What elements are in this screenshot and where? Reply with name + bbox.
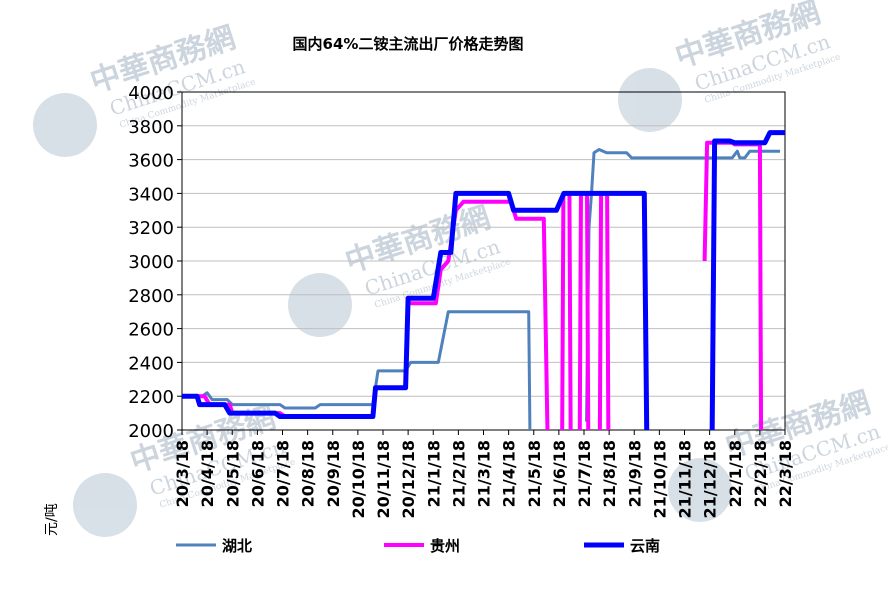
y-tick-label: 2600	[128, 320, 174, 341]
x-axis: 20/3/18 20/4/18 20/5/18 20/6/18 20/7/18 20/8/…	[173, 430, 795, 518]
x-tick-label: 21/1/18	[424, 440, 443, 507]
series-spike	[577, 191, 591, 430]
legend: 湖北 贵州 云南	[176, 537, 660, 555]
x-tick-label: 20/3/18	[173, 440, 192, 507]
x-tick-label: 20/12/18	[399, 440, 418, 518]
y-tick-label: 3200	[128, 218, 174, 239]
watermark-globe	[73, 473, 137, 537]
y-tick-label: 2800	[128, 286, 174, 307]
watermark-globe	[668, 458, 732, 522]
x-tick-label: 22/2/18	[751, 440, 770, 507]
x-tick-label: 20/5/18	[223, 440, 242, 507]
series-line	[709, 130, 785, 430]
x-tick-label: 22/3/18	[776, 440, 795, 507]
legend-label: 湖北	[222, 537, 252, 555]
y-tick-label: 3000	[128, 252, 174, 273]
series-云南	[182, 130, 785, 430]
x-tick-label: 21/8/18	[600, 440, 619, 507]
x-tick-label: 20/11/18	[374, 440, 393, 518]
y-tick-label: 3600	[128, 151, 174, 172]
x-tick-label: 21/9/18	[625, 440, 644, 507]
chart-title: 国内64%二铵主流出厂价格走势图	[293, 35, 524, 53]
y-tick-label: 2200	[128, 387, 174, 408]
x-tick-label: 20/10/18	[349, 440, 368, 518]
x-tick-label: 20/7/18	[274, 440, 293, 507]
x-tick-label: 21/7/18	[575, 440, 594, 507]
x-tick-label: 21/11/18	[676, 440, 695, 518]
x-tick-label: 22/1/18	[726, 440, 745, 507]
x-tick-label: 21/3/18	[475, 440, 494, 507]
series-贵州	[182, 140, 764, 430]
series-line	[585, 148, 780, 422]
y-axis-label: 元/吨	[44, 503, 60, 536]
series-line	[182, 190, 650, 430]
legend-label: 贵州	[430, 537, 460, 555]
series-spike	[597, 191, 611, 430]
y-axis: 2000 2200 2400 2600 2800 3000 3200 3400 3600 3800…	[128, 83, 182, 442]
series-spike	[560, 191, 573, 430]
watermark-globe	[618, 68, 682, 132]
watermark-globe	[33, 93, 97, 157]
watermark-globe	[288, 273, 352, 337]
series-layer	[182, 130, 785, 430]
x-tick-label: 21/5/18	[525, 440, 544, 507]
y-tick-label: 2000	[128, 421, 174, 442]
x-tick-label: 21/12/18	[701, 440, 720, 518]
x-tick-label: 21/10/18	[650, 440, 669, 518]
x-tick-label: 21/4/18	[500, 440, 519, 507]
x-tick-label: 20/6/18	[248, 440, 267, 507]
legend-label: 云南	[630, 537, 660, 555]
x-tick-label: 20/8/18	[299, 440, 318, 507]
series-湖北	[182, 148, 780, 430]
x-tick-label: 20/4/18	[198, 440, 217, 507]
y-tick-label: 3400	[128, 184, 174, 205]
grid-lines	[182, 125, 785, 397]
y-tick-label: 3800	[128, 117, 174, 138]
x-tick-label: 21/2/18	[449, 440, 468, 507]
y-tick-label: 4000	[128, 83, 174, 104]
x-tick-label: 21/6/18	[550, 440, 569, 507]
x-tick-label: 20/9/18	[324, 440, 343, 507]
series-line	[182, 310, 532, 430]
y-tick-label: 2400	[128, 353, 174, 374]
